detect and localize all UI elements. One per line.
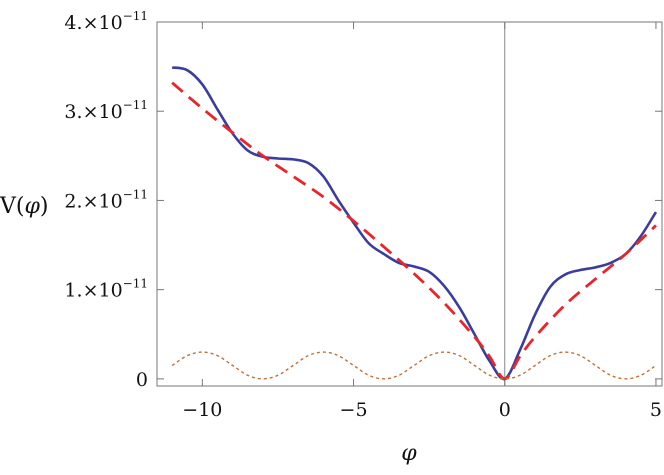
y-tick-exponent: −11 xyxy=(123,98,148,112)
y-tick-times: ×10 xyxy=(83,190,123,212)
x-tick-label: 0 xyxy=(499,399,511,421)
y-axis-label-phi: φ xyxy=(24,194,40,219)
x-tick-label: −10 xyxy=(182,399,222,421)
y-tick-exponent: −11 xyxy=(123,277,148,291)
y-tick-label: 3.×10−11 xyxy=(64,98,148,123)
y-tick-times: ×10 xyxy=(83,12,123,34)
y-tick-times: ×10 xyxy=(83,101,123,123)
oscillation-dotted-line xyxy=(171,351,657,380)
x-tick-label: 5 xyxy=(650,399,662,421)
x-tick-label: −5 xyxy=(340,399,368,421)
y-tick-label: 1.×10−11 xyxy=(64,277,148,302)
plot-frame xyxy=(156,21,663,387)
y-tick-times: ×10 xyxy=(83,280,123,302)
y-tick-mantissa: 0 xyxy=(136,369,148,391)
y-tick-label: 4.×10−11 xyxy=(64,9,148,34)
y-tick-mantissa: 3. xyxy=(64,101,82,123)
y-tick-label: 2.×10−11 xyxy=(64,187,148,212)
y-ticks: 01.×10−112.×10−113.×10−114.×10−11 xyxy=(64,9,662,391)
x-ticks: −10 −5 0 5 xyxy=(182,22,662,421)
y-tick-mantissa: 2. xyxy=(64,190,82,212)
y-tick-exponent: −11 xyxy=(123,187,148,201)
x-axis-label: φ xyxy=(401,441,417,466)
y-axis-label-close: ) xyxy=(40,194,49,219)
series-group xyxy=(171,66,658,381)
y-tick-mantissa: 1. xyxy=(64,280,82,302)
y-tick-label: 0 xyxy=(136,369,148,391)
approximation-dashed-line xyxy=(171,81,657,381)
potential-solid-line xyxy=(171,66,658,381)
y-axis-label-v: V( xyxy=(0,194,24,219)
y-tick-mantissa: 4. xyxy=(64,12,82,34)
y-axis-label: V(φ) xyxy=(0,194,48,219)
y-tick-exponent: −11 xyxy=(123,9,148,23)
